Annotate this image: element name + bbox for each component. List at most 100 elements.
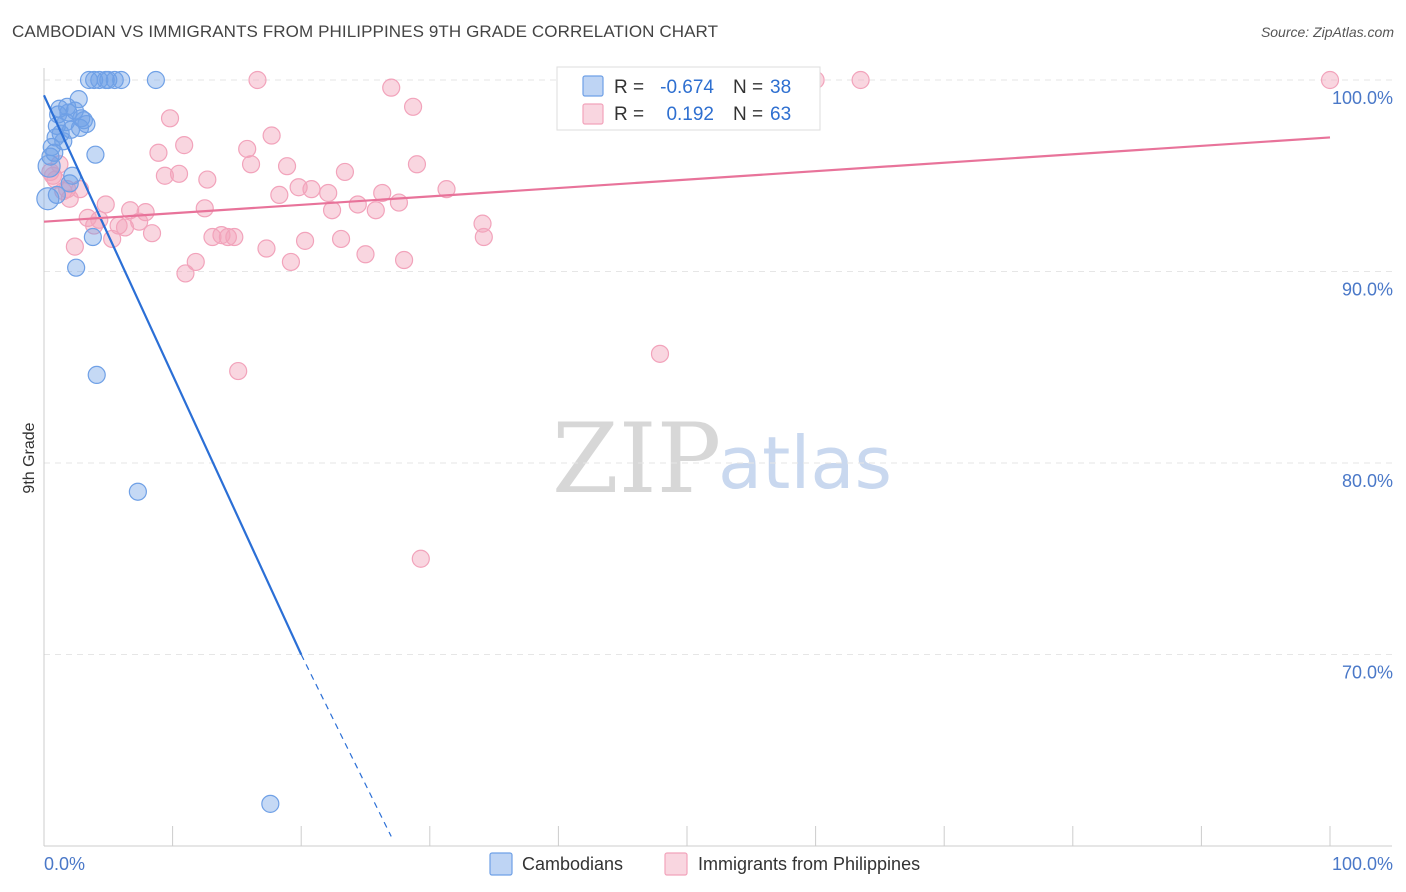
data-point-cambodians — [261, 794, 280, 813]
data-point-philippines — [356, 245, 375, 264]
y-tick-labels: 100.0% 90.0% 80.0% 70.0% — [1332, 88, 1393, 683]
legend-swatch-philippines — [582, 103, 604, 125]
data-point-philippines — [238, 139, 257, 159]
data-point-philippines — [218, 227, 237, 247]
data-point-philippines — [474, 227, 493, 247]
data-point-cambodians — [128, 482, 147, 501]
watermark-zip: ZIP — [552, 403, 721, 515]
data-point-cambodians — [36, 187, 60, 211]
data-point-philippines — [281, 252, 301, 272]
data-point-philippines — [130, 212, 149, 231]
source-credit: Source: ZipAtlas.com — [1260, 24, 1394, 40]
trend-line-cambodians-extension — [300, 654, 392, 837]
data-point-philippines — [142, 224, 162, 243]
bottom-legend-swatch-philippines — [664, 852, 688, 876]
legend-r-label: R = — [614, 104, 644, 125]
data-point-cambodians — [146, 70, 165, 90]
data-point-philippines — [302, 180, 321, 199]
data-point-philippines — [270, 185, 289, 204]
y-tick-label: 80.0% — [1342, 471, 1393, 491]
trend-line-philippines — [43, 136, 1331, 223]
data-point-philippines — [335, 162, 355, 182]
legend-r-label: R = — [614, 77, 644, 98]
data-point-cambodians — [61, 120, 81, 139]
data-point-philippines — [169, 164, 189, 183]
data-point-philippines — [195, 199, 214, 218]
series-philippines-points — [41, 70, 1340, 568]
y-axis-title: 9th Grade — [21, 422, 38, 493]
series-cambodians-points — [36, 70, 280, 813]
data-point-philippines — [403, 97, 423, 116]
correlation-legend: R = -0.674 N = 38 R = 0.192 N = 63 — [556, 66, 821, 131]
legend-r-value: 0.192 — [666, 104, 714, 125]
data-point-cambodians — [69, 90, 88, 109]
data-point-philippines — [241, 155, 261, 174]
x-tick-labels: 0.0% 100.0% — [44, 854, 1393, 874]
x-ticks — [172, 826, 1331, 846]
data-point-philippines — [382, 78, 401, 97]
y-tick-label: 100.0% — [1332, 88, 1393, 108]
x-tick-label: 0.0% — [44, 854, 85, 874]
data-point-philippines — [85, 216, 104, 235]
data-point-philippines — [229, 361, 248, 381]
data-point-philippines — [186, 252, 205, 272]
chart-title: CAMBODIAN VS IMMIGRANTS FROM PHILIPPINES… — [12, 22, 719, 41]
data-point-philippines — [257, 239, 276, 258]
data-point-philippines — [366, 201, 385, 220]
data-point-philippines — [160, 109, 180, 128]
data-point-cambodians — [105, 70, 124, 90]
data-point-philippines — [136, 203, 155, 222]
data-point-cambodians — [83, 227, 102, 247]
legend-box — [556, 66, 821, 131]
data-point-philippines — [198, 170, 217, 189]
data-point-philippines — [175, 136, 194, 155]
data-point-philippines — [322, 201, 342, 220]
bottom-legend-swatch-cambodians — [489, 852, 513, 876]
data-point-philippines — [373, 183, 392, 203]
data-point-philippines — [149, 143, 168, 162]
trend-lines — [43, 94, 1331, 837]
legend-r-value: -0.674 — [660, 77, 714, 98]
data-point-philippines — [389, 193, 409, 212]
data-point-philippines — [331, 229, 351, 249]
data-point-cambodians — [77, 114, 96, 134]
legend-n-label: N = — [733, 104, 763, 125]
data-point-philippines — [295, 231, 315, 250]
data-point-cambodians — [87, 365, 106, 385]
data-point-cambodians — [47, 185, 66, 204]
data-point-philippines — [437, 180, 456, 199]
y-tick-label: 90.0% — [1342, 280, 1393, 300]
data-point-philippines — [277, 157, 297, 176]
data-point-philippines — [65, 237, 84, 256]
legend-n-value: 38 — [770, 77, 791, 98]
watermark: ZIP atlas — [552, 403, 892, 515]
legend-swatch-cambodians — [582, 75, 604, 97]
data-point-cambodians — [86, 145, 105, 164]
bottom-legend-label-philippines: Immigrants from Philippines — [698, 854, 920, 874]
data-point-philippines — [411, 549, 430, 568]
data-point-philippines — [851, 70, 870, 90]
data-point-philippines — [225, 227, 244, 247]
data-point-philippines — [262, 126, 281, 145]
data-point-philippines — [176, 264, 195, 283]
data-point-philippines — [473, 214, 492, 233]
trend-line-cambodians — [43, 94, 303, 655]
x-tick-label: 100.0% — [1332, 854, 1393, 874]
bottom-legend-label-cambodians: Cambodians — [522, 854, 623, 874]
data-point-philippines — [319, 183, 338, 203]
data-point-philippines — [348, 195, 367, 214]
series-legend: Cambodians Immigrants from Philippines — [489, 852, 920, 876]
legend-n-value: 63 — [770, 104, 791, 125]
data-point-philippines — [1320, 70, 1340, 90]
data-point-cambodians — [67, 258, 86, 277]
data-point-philippines — [203, 227, 222, 247]
data-point-philippines — [155, 166, 174, 185]
axes — [43, 68, 1392, 847]
data-point-cambodians — [72, 109, 91, 128]
data-point-philippines — [650, 344, 670, 363]
legend-n-label: N = — [733, 77, 763, 98]
y-tick-label: 70.0% — [1342, 663, 1393, 683]
data-point-philippines — [248, 70, 267, 90]
data-point-philippines — [394, 250, 414, 270]
